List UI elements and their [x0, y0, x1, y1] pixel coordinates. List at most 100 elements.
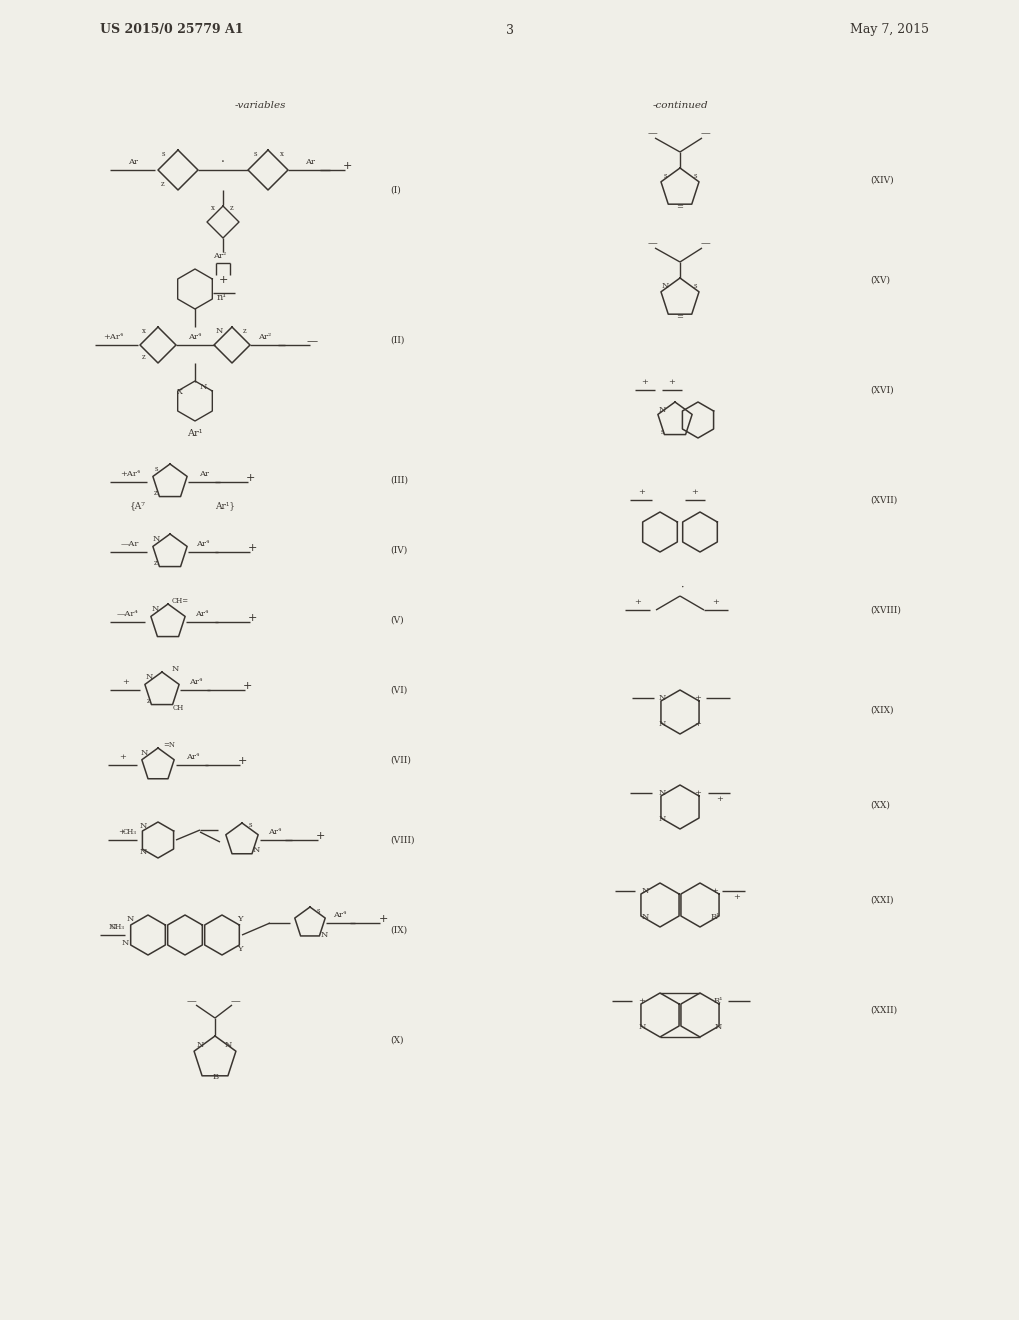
Text: +: +: [378, 913, 387, 924]
Text: +: +: [315, 832, 324, 841]
Text: CH=: CH=: [171, 597, 189, 605]
Text: (II): (II): [389, 335, 404, 345]
Text: +: +: [218, 275, 227, 285]
Text: z: z: [161, 180, 165, 187]
Text: =: =: [676, 313, 683, 321]
Text: (I): (I): [389, 186, 400, 194]
Text: +: +: [667, 378, 675, 385]
Text: N: N: [196, 1041, 204, 1049]
Text: Ar¹: Ar¹: [187, 429, 203, 437]
Text: N: N: [660, 282, 668, 290]
Text: +: +: [694, 719, 701, 729]
Text: +: +: [247, 612, 257, 623]
Text: N: N: [320, 931, 327, 939]
Text: CH: CH: [172, 704, 183, 711]
Text: Ar⁴: Ar⁴: [333, 911, 346, 919]
Text: N: N: [215, 327, 222, 335]
Text: s: s: [662, 172, 666, 180]
Text: N: N: [657, 407, 665, 414]
Text: (XX): (XX): [869, 800, 889, 809]
Text: Ar²: Ar²: [258, 333, 271, 341]
Text: N: N: [224, 1041, 231, 1049]
Text: Ar⁴: Ar⁴: [268, 828, 281, 836]
Text: z: z: [154, 558, 158, 568]
Text: N: N: [657, 789, 665, 797]
Text: +: +: [638, 997, 645, 1005]
Text: Ar⁴: Ar⁴: [186, 752, 200, 762]
Text: (XVI): (XVI): [869, 385, 893, 395]
Text: (III): (III): [389, 475, 408, 484]
Text: s: s: [659, 428, 663, 436]
Text: +: +: [634, 598, 641, 606]
Text: R¹: R¹: [712, 997, 722, 1005]
Text: ·: ·: [681, 583, 684, 593]
Text: US 2015/0 25779 A1: US 2015/0 25779 A1: [100, 24, 244, 37]
Text: -continued: -continued: [651, 100, 707, 110]
Text: +Ar⁴: +Ar⁴: [103, 333, 123, 341]
Text: s: s: [693, 282, 696, 290]
Text: s: s: [161, 150, 165, 158]
Text: s: s: [316, 907, 319, 915]
Text: (VI): (VI): [389, 685, 407, 694]
Text: z: z: [147, 697, 151, 705]
Text: Ar²: Ar²: [213, 252, 226, 260]
Text: {A⁷: {A⁷: [130, 502, 146, 511]
Text: +: +: [342, 161, 352, 172]
Text: Ar: Ar: [127, 158, 138, 166]
Text: N: N: [152, 535, 160, 543]
Text: x: x: [142, 327, 146, 335]
Text: (IX): (IX): [389, 925, 407, 935]
Text: Ar: Ar: [199, 470, 209, 478]
Text: 3: 3: [505, 24, 514, 37]
Text: s: s: [248, 821, 252, 829]
Text: +: +: [711, 887, 717, 895]
Text: +: +: [118, 828, 125, 836]
Text: +: +: [641, 378, 648, 385]
Text: CH₃: CH₃: [123, 828, 137, 836]
Text: +: +: [691, 488, 698, 496]
Text: N: N: [657, 694, 665, 702]
Text: B: B: [213, 1073, 219, 1081]
Text: N: N: [140, 847, 147, 855]
Text: N: N: [252, 846, 260, 854]
Text: N: N: [638, 1023, 645, 1031]
Text: N: N: [141, 748, 148, 756]
Text: N: N: [199, 383, 207, 391]
Text: CH₃: CH₃: [111, 923, 125, 931]
Text: N: N: [171, 665, 178, 673]
Text: Ar⁴: Ar⁴: [189, 333, 202, 341]
Text: (IV): (IV): [389, 545, 407, 554]
Text: +: +: [246, 473, 255, 483]
Text: N: N: [713, 1023, 721, 1031]
Text: +: +: [638, 488, 645, 496]
Text: +: +: [119, 752, 126, 762]
Text: x: x: [211, 205, 215, 213]
Text: +: +: [712, 598, 718, 606]
Text: +: +: [716, 795, 722, 803]
Text: Ar⁴: Ar⁴: [196, 540, 210, 548]
Text: =: =: [676, 203, 683, 211]
Text: z: z: [243, 327, 247, 335]
Text: Ar⁴: Ar⁴: [190, 678, 203, 686]
Text: Ar¹}: Ar¹}: [215, 502, 234, 511]
Text: —Ar: —Ar: [120, 540, 139, 548]
Text: (V): (V): [389, 615, 404, 624]
Text: N: N: [121, 939, 128, 946]
Text: Ar⁴: Ar⁴: [195, 610, 209, 618]
Text: Y: Y: [237, 945, 243, 953]
Text: (XIV): (XIV): [869, 176, 893, 185]
Text: +: +: [237, 756, 247, 766]
Text: +: +: [247, 543, 257, 553]
Text: +Ar⁴: +Ar⁴: [120, 470, 140, 478]
Text: —: —: [699, 239, 709, 248]
Text: N: N: [145, 673, 153, 681]
Text: s: s: [154, 465, 158, 473]
Text: +: +: [694, 694, 701, 702]
Text: (XVII): (XVII): [869, 495, 897, 504]
Text: N: N: [108, 923, 115, 931]
Text: N: N: [151, 605, 159, 612]
Text: —: —: [699, 129, 709, 139]
Text: Ar: Ar: [305, 158, 315, 166]
Text: (X): (X): [389, 1035, 404, 1044]
Text: —: —: [646, 239, 656, 248]
